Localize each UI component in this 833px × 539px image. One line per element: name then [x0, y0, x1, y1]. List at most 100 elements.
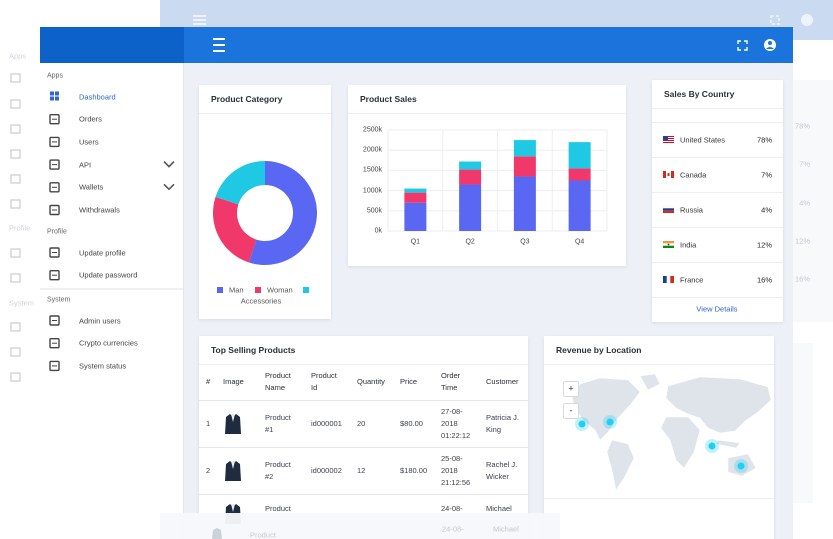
sidebar-icon	[49, 204, 60, 216]
card-title: Top Selling Products	[211, 344, 296, 355]
continent	[660, 416, 701, 469]
flag-band	[663, 245, 674, 248]
bar-segment	[568, 168, 591, 181]
background-sidebar-icon	[10, 273, 21, 283]
background-table-text: Product	[250, 530, 276, 539]
sidebar-item[interactable]: Dashboard	[79, 91, 116, 101]
flag-stripe	[663, 142, 674, 143]
background-bottom-icon	[212, 528, 222, 539]
jacket	[225, 461, 241, 481]
sidebar-icons	[40, 91, 184, 372]
country-value: 78%	[756, 134, 772, 144]
sidebar-item[interactable]: Update password	[79, 270, 138, 280]
sidebar-item[interactable]: Update profile	[79, 247, 126, 257]
chevron[interactable]	[163, 183, 175, 191]
cell-name: Product #1	[258, 400, 304, 448]
bar-segment	[513, 140, 536, 157]
bar-chart	[387, 129, 608, 232]
flag-band	[671, 171, 674, 178]
background-country-value: 12%	[794, 236, 810, 246]
background-user-icon	[801, 14, 813, 26]
flag-band	[663, 276, 667, 283]
column-header: Customer	[479, 364, 528, 401]
x-tick-label: Q2	[465, 238, 475, 246]
legend-swatch	[255, 287, 261, 293]
flag	[663, 276, 674, 283]
chevron[interactable]	[163, 161, 175, 168]
sidebar-icon	[49, 360, 60, 372]
column-header: #	[199, 364, 216, 401]
jacket-collar	[231, 414, 235, 422]
country-value: 4%	[761, 204, 772, 214]
column-header: Product Name	[258, 364, 304, 401]
flag-canton	[663, 136, 668, 140]
sidebar	[40, 63, 184, 539]
sidebar-item[interactable]: Users	[79, 137, 99, 147]
background-sidebar-icon	[10, 372, 21, 382]
user-icon-body	[766, 47, 774, 49]
sidebar-item[interactable]: API	[79, 159, 92, 169]
sidebar-item[interactable]: Admin users	[79, 315, 121, 325]
sidebar-item[interactable]: System status	[79, 361, 127, 371]
sidebar-header	[40, 27, 184, 63]
background-country-value: 4%	[799, 198, 810, 208]
card-title: Sales By Country	[664, 88, 735, 99]
sidebar-icon	[49, 315, 60, 326]
sidebar-icon	[49, 338, 60, 349]
legend-label: Woman	[267, 285, 293, 295]
products-table: # Image Product Name Product Id Quantity Pric…	[199, 364, 528, 539]
cell-image	[216, 447, 258, 495]
background-sidebar-icon	[10, 199, 21, 209]
sidebar-icon	[50, 91, 54, 96]
sidebar-icon	[49, 270, 60, 281]
background-sidebar-icon	[10, 347, 21, 357]
y-tick-label: 2000k	[362, 146, 382, 154]
pie-slice	[213, 196, 257, 263]
background-card	[793, 343, 813, 503]
flag-band	[663, 208, 674, 211]
sidebar-icon	[49, 182, 60, 193]
sidebar-icon	[49, 136, 60, 148]
sidebar-item[interactable]: Withdrawals	[79, 205, 120, 215]
menu-icon[interactable]	[213, 44, 225, 46]
cell-id: id000001	[304, 400, 350, 448]
card-header-divider	[348, 113, 626, 114]
topbar	[184, 27, 793, 63]
country-name: France	[680, 274, 704, 284]
flag-wheel	[667, 243, 670, 246]
sidebar-item[interactable]: Wallets	[79, 182, 104, 192]
bar-segment	[568, 180, 591, 231]
flag-leaf	[667, 173, 670, 176]
background-sidebar-icon	[10, 248, 21, 258]
location-marker	[578, 420, 586, 428]
view-details-link[interactable]: View Details	[696, 304, 738, 314]
cell-id: id000002	[304, 447, 350, 495]
sidebar-item[interactable]: Crypto currencies	[79, 338, 138, 348]
background-sidebar-icon	[10, 99, 21, 109]
fullscreen-icon[interactable]	[737, 40, 748, 51]
zoom-in-label[interactable]: +	[568, 383, 574, 394]
country-value: 7%	[761, 169, 772, 179]
bar-segment	[404, 188, 427, 193]
y-tick-label: 0k	[374, 227, 382, 235]
sidebar-item[interactable]: Orders	[79, 114, 102, 124]
background-menu-icon	[193, 23, 206, 25]
topbar-icons	[213, 38, 776, 52]
x-tick-label: Q1	[410, 238, 421, 246]
menu-icon[interactable]	[213, 38, 225, 40]
background-sidebar-icon	[10, 322, 21, 332]
cell-order-time: 25-08-2018 21:12:56	[434, 447, 479, 495]
row-divider	[652, 227, 783, 228]
sidebar-icon	[49, 159, 60, 170]
menu-icon[interactable]	[213, 50, 225, 52]
column-header: Image	[216, 364, 258, 401]
zoom-in-button[interactable]	[563, 381, 579, 397]
y-tick-label: 1500k	[362, 166, 382, 174]
zoom-out-label[interactable]: -	[569, 405, 573, 416]
cell-index: 2	[199, 447, 216, 495]
zoom-out-button[interactable]	[563, 403, 579, 419]
product-image	[225, 414, 241, 434]
background-country-value: 16%	[794, 274, 810, 284]
flag-band	[663, 171, 666, 178]
